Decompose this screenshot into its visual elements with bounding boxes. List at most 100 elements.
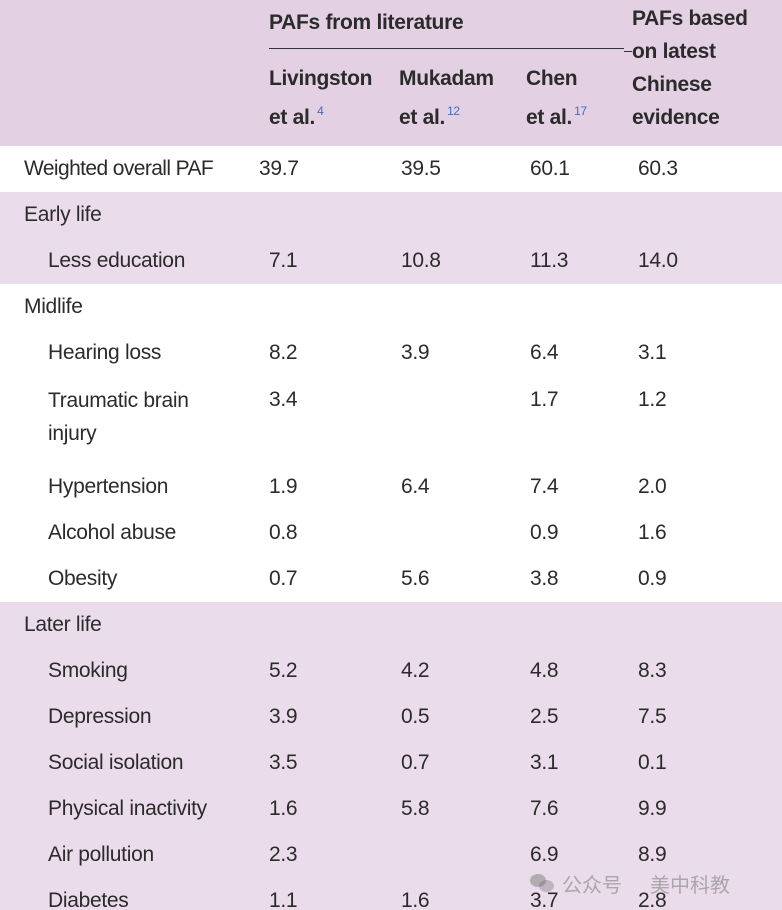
section-heading-row: Later life [0,602,782,648]
value-cell: 1.6 [257,786,387,832]
study-name: Chen [526,67,578,90]
value-cell: 9.9 [624,786,782,832]
study-header-livingston: Livingston et al. 4 [257,56,387,146]
row-label: Hypertension [0,464,257,510]
reference-link[interactable]: 12 [447,104,460,118]
group-header-label: PAFs from literature [269,8,625,49]
value-cell [387,510,514,556]
value-cell: 3.9 [387,330,514,376]
value-cell: 7.6 [514,786,625,832]
value-cell: 6.4 [387,464,514,510]
value-cell: 3.1 [514,740,625,786]
study-etal: et al. [526,106,573,129]
section-heading-row: Midlife [0,284,782,330]
value-cell: 6.9 [514,832,625,878]
value-cell: 2.0 [624,464,782,510]
value-cell: 11.3 [514,238,625,284]
latest-header-line: on latest [632,40,716,63]
row-label: Alcohol abuse [0,510,257,556]
row-label: Traumatic brain injury [0,376,257,464]
section-title: Midlife [0,284,782,330]
value-cell: 0.7 [257,556,387,602]
value-cell: 60.1 [514,146,625,192]
value-cell: 5.8 [387,786,514,832]
value-cell: 3.4 [257,376,387,464]
value-cell: 2.5 [514,694,625,740]
value-cell: 1.6 [387,878,514,910]
latest-header-line: evidence [632,106,720,129]
reference-link[interactable]: 4 [317,104,324,118]
row-label: Hearing loss [0,330,257,376]
table-row: Traumatic brain injury 3.4 1.7 1.2 [0,376,782,464]
value-cell: 0.8 [257,510,387,556]
value-cell: 8.3 [624,648,782,694]
value-cell: 2.3 [257,832,387,878]
study-etal: et al. [399,106,446,129]
latest-evidence-header: PAFs based on latest Chinese evidence [624,0,782,146]
table-row: Air pollution 2.3 6.9 8.9 [0,832,782,878]
value-cell: 4.2 [387,648,514,694]
value-cell: 0.1 [624,740,782,786]
value-cell: 39.7 [257,146,387,192]
reference-link[interactable]: 17 [574,104,587,118]
table-row: Physical inactivity 1.6 5.8 7.6 9.9 [0,786,782,832]
row-label: Smoking [0,648,257,694]
section-title: Early life [0,192,782,238]
table-row-overall: Weighted overall PAF 39.7 39.5 60.1 60.3 [0,146,782,192]
value-cell: 3.7 [514,878,625,910]
value-cell: 2.8 [624,878,782,910]
row-label-line: injury [48,422,97,445]
value-cell [387,832,514,878]
row-label: Less education [0,238,257,284]
value-cell: 0.9 [624,556,782,602]
table-row: Alcohol abuse 0.8 0.9 1.6 [0,510,782,556]
value-cell [387,376,514,464]
study-header-chen: Chen et al. 17 [514,56,625,146]
table-row: Hearing loss 8.2 3.9 6.4 3.1 [0,330,782,376]
value-cell: 39.5 [387,146,514,192]
table-row: Diabetes 1.1 1.6 3.7 2.8 [0,878,782,910]
study-etal: et al. [269,106,316,129]
table-row: Obesity 0.7 5.6 3.8 0.9 [0,556,782,602]
study-name: Mukadam [399,67,494,90]
header-empty-cell [0,0,257,56]
value-cell: 1.1 [257,878,387,910]
table-row: Depression 3.9 0.5 2.5 7.5 [0,694,782,740]
value-cell: 1.2 [624,376,782,464]
table-header: PAFs from literature PAFs based on lates… [0,0,782,146]
value-cell: 14.0 [624,238,782,284]
value-cell: 3.1 [624,330,782,376]
value-cell: 10.8 [387,238,514,284]
row-label: Obesity [0,556,257,602]
value-cell: 0.9 [514,510,625,556]
row-label: Depression [0,694,257,740]
value-cell: 1.7 [514,376,625,464]
value-cell: 7.4 [514,464,625,510]
table-row: Hypertension 1.9 6.4 7.4 2.0 [0,464,782,510]
group-header-cell: PAFs from literature [257,0,625,56]
table-row: Social isolation 3.5 0.7 3.1 0.1 [0,740,782,786]
table-body: Weighted overall PAF 39.7 39.5 60.1 60.3… [0,146,782,910]
latest-header-line: PAFs based [632,7,748,30]
header-rule-extension [624,51,633,52]
section-title: Later life [0,602,782,648]
value-cell: 8.9 [624,832,782,878]
section-heading-row: Early life [0,192,782,238]
value-cell: 0.5 [387,694,514,740]
value-cell: 8.2 [257,330,387,376]
value-cell: 3.9 [257,694,387,740]
table-row: Smoking 5.2 4.2 4.8 8.3 [0,648,782,694]
value-cell: 5.2 [257,648,387,694]
study-name: Livingston [269,67,373,90]
value-cell: 0.7 [387,740,514,786]
header-empty-cell [0,56,257,146]
value-cell: 1.6 [624,510,782,556]
value-cell: 60.3 [624,146,782,192]
row-label: Air pollution [0,832,257,878]
value-cell: 3.5 [257,740,387,786]
value-cell: 4.8 [514,648,625,694]
row-label: Social isolation [0,740,257,786]
row-label: Weighted overall PAF [0,146,257,192]
